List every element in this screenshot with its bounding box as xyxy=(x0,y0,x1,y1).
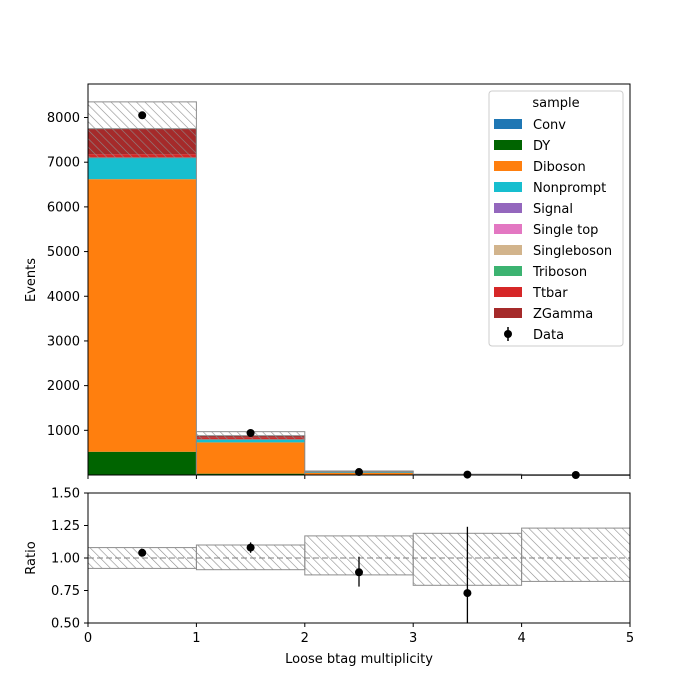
data-point xyxy=(138,111,147,120)
ratio-y-tick-label: 1.50 xyxy=(51,487,80,502)
uncertainty-bin xyxy=(87,101,197,159)
main-y-axis-label: Events xyxy=(24,258,39,302)
legend: sample Conv DY Diboson Nonprompt Signal Singl… xyxy=(488,90,624,347)
legend-swatch-nonprompt xyxy=(494,182,522,192)
legend-swatch-dy xyxy=(494,140,522,150)
bar-diboson xyxy=(88,179,197,452)
y-tick-label: 3000 xyxy=(47,334,80,349)
y-tick-label: 2000 xyxy=(47,379,80,394)
x-axis-label: Loose btag multiplicity xyxy=(285,652,433,667)
bar-diboson xyxy=(196,442,305,474)
main-x-ticks xyxy=(87,475,631,479)
bar-dy xyxy=(196,473,305,475)
y-tick-label: 6000 xyxy=(47,200,80,215)
ratio-y-axis-label: Ratio xyxy=(24,541,39,574)
ratio-panel: 0.50 0.75 1.00 1.25 1.50 0 1 2 3 4 5 Ratio Loose … xyxy=(24,487,634,668)
ratio-y-tick-label: 0.75 xyxy=(51,584,80,599)
ratio-y-ticks: 0.50 0.75 1.00 1.25 1.50 xyxy=(51,487,88,632)
legend-label: Data xyxy=(533,328,564,343)
x-tick-label: 1 xyxy=(192,631,200,646)
y-tick-label: 1000 xyxy=(47,424,80,439)
legend-label: DY xyxy=(533,139,550,154)
legend-swatch-singleboson xyxy=(494,245,522,255)
x-tick-label: 5 xyxy=(626,631,634,646)
data-point xyxy=(246,428,255,437)
legend-swatch-signal xyxy=(494,203,522,213)
y-tick-label: 7000 xyxy=(47,156,80,171)
x-tick-label: 4 xyxy=(517,631,525,646)
ratio-band-bin xyxy=(521,527,631,582)
x-tick-label: 3 xyxy=(409,631,417,646)
legend-label: Ttbar xyxy=(532,286,568,301)
ratio-points xyxy=(138,526,472,623)
legend-label: ZGamma xyxy=(533,307,593,322)
bar-nonprompt xyxy=(88,157,197,180)
legend-swatch-ttbar xyxy=(494,287,522,297)
legend-label: Diboson xyxy=(533,160,586,175)
legend-title: sample xyxy=(532,96,579,111)
legend-swatch-triboson xyxy=(494,266,522,276)
ratio-y-tick-label: 1.25 xyxy=(51,519,80,534)
ratio-point xyxy=(355,568,363,577)
legend-swatch-zgamma xyxy=(494,308,522,318)
main-axes-frame xyxy=(87,83,631,476)
stacked-bars xyxy=(87,128,631,476)
ratio-x-ticks: 0 1 2 3 4 5 xyxy=(84,623,634,646)
data-points xyxy=(138,111,580,479)
x-tick-label: 2 xyxy=(301,631,309,646)
ratio-point xyxy=(138,548,147,557)
ratio-y-tick-label: 0.50 xyxy=(51,617,80,632)
data-point xyxy=(355,468,363,477)
legend-label: Nonprompt xyxy=(533,181,606,196)
legend-swatch-single-top xyxy=(494,224,522,234)
bar-nonprompt xyxy=(196,439,305,443)
legend-label: Singleboson xyxy=(533,244,612,259)
legend-frame xyxy=(488,90,624,347)
y-tick-label: 5000 xyxy=(47,245,80,260)
legend-label: Triboson xyxy=(532,265,587,280)
legend-label: Conv xyxy=(533,118,566,133)
legend-swatch-data xyxy=(504,330,512,338)
ratio-point xyxy=(463,589,472,598)
ratio-y-tick-label: 1.00 xyxy=(51,552,80,567)
y-tick-label: 8000 xyxy=(47,111,80,126)
y-tick-label: 4000 xyxy=(47,290,80,305)
ratio-axes-frame xyxy=(87,492,631,624)
x-tick-label: 0 xyxy=(84,631,92,646)
ratio-point xyxy=(246,543,255,552)
legend-label: Signal xyxy=(533,202,573,217)
legend-label: Single top xyxy=(533,223,598,238)
legend-swatch-conv xyxy=(494,119,522,129)
main-y-ticks: 1000 2000 3000 4000 5000 6000 7000 8000 xyxy=(47,111,88,439)
legend-swatch-diboson xyxy=(494,161,522,171)
bar-dy xyxy=(88,451,197,475)
